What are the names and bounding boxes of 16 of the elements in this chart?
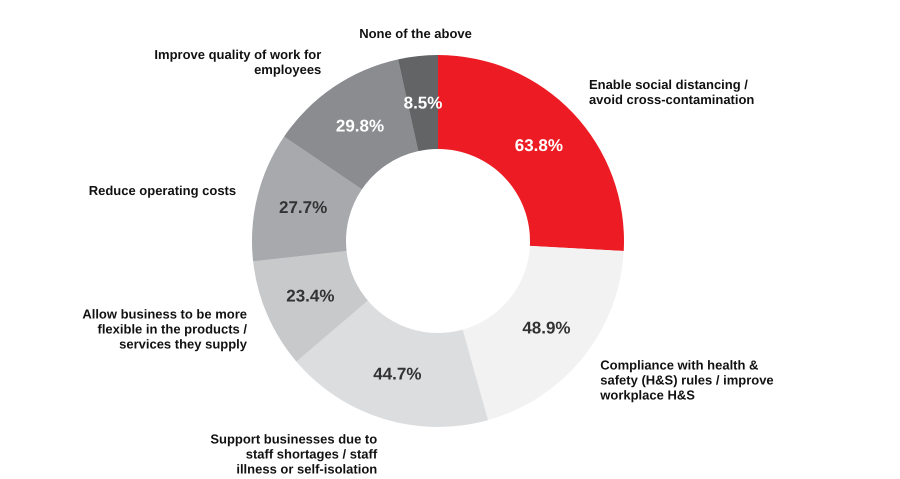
donut-slice [296,300,488,427]
slice-label: Support businesses due to staff shortages / staff illness or self-isolation [210,431,378,476]
slice-label: Compliance with health & safety (H&S) rules / improve workplace H&S [599,358,774,403]
data-label: 27.7% [278,198,328,218]
data-label: 48.9% [522,318,571,338]
slice-label: Improve quality of work for employees [154,47,322,78]
data-label: 29.8% [336,116,384,136]
data-label: 63.8% [514,136,563,155]
slice-label: None of the above [359,26,472,42]
data-label: 44.7% [373,364,422,384]
slice-label: Enable social distancing / avoid cross-contamination [588,77,754,108]
data-label: 23.4% [286,286,334,306]
slice-label: Allow business to be more flexible in the products / services they supply [82,306,248,352]
donut-slice [252,136,362,262]
slice-label: Reduce operating costs [88,182,236,198]
donut-slice [253,251,368,362]
